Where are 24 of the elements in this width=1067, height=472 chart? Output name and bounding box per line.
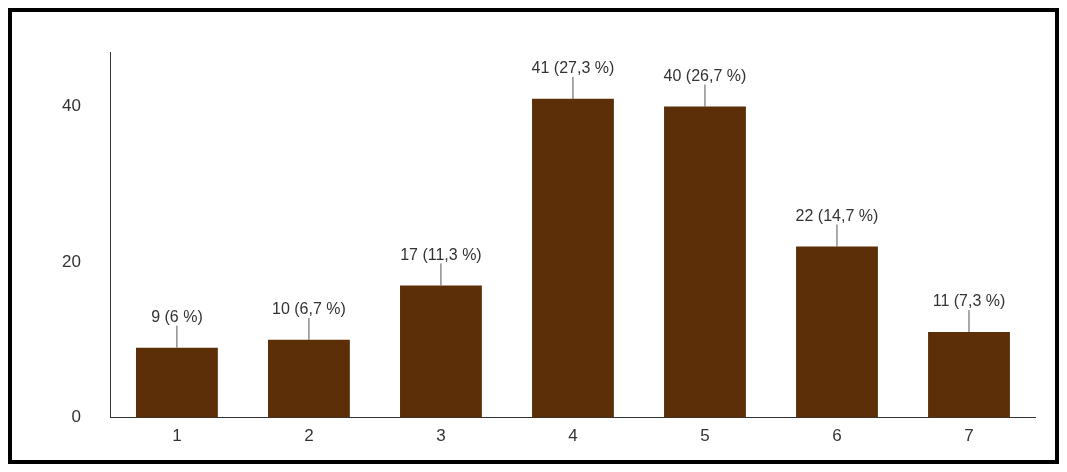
x-tick-label: 7 — [964, 426, 974, 446]
x-tick-label: 4 — [568, 426, 578, 446]
bar — [796, 246, 878, 418]
x-tick-label: 6 — [832, 426, 842, 446]
bar — [135, 347, 218, 418]
bar — [664, 106, 746, 418]
bar — [532, 98, 614, 418]
data-label: 41 (27,3 %) — [531, 59, 615, 77]
data-label: 40 (26,7 %) — [663, 67, 747, 85]
bar — [268, 339, 350, 418]
x-tick-label: 3 — [436, 426, 446, 446]
y-tick-label: 40 — [61, 96, 81, 116]
data-label: 22 (14,7 %) — [795, 206, 879, 224]
data-label: 9 (6 %) — [151, 308, 203, 326]
y-tick-label: 0 — [71, 407, 81, 427]
data-label: 17 (11,3 %) — [400, 245, 482, 263]
y-tick-label: 20 — [61, 251, 81, 271]
data-label: 11 (7,3 %) — [932, 292, 1006, 310]
x-tick-label: 1 — [172, 426, 182, 446]
data-label: 10 (6,7 %) — [272, 300, 346, 318]
x-tick-label: 5 — [700, 426, 710, 446]
bar — [400, 285, 482, 418]
x-tick-label: 2 — [304, 426, 314, 446]
bar — [928, 332, 1010, 418]
